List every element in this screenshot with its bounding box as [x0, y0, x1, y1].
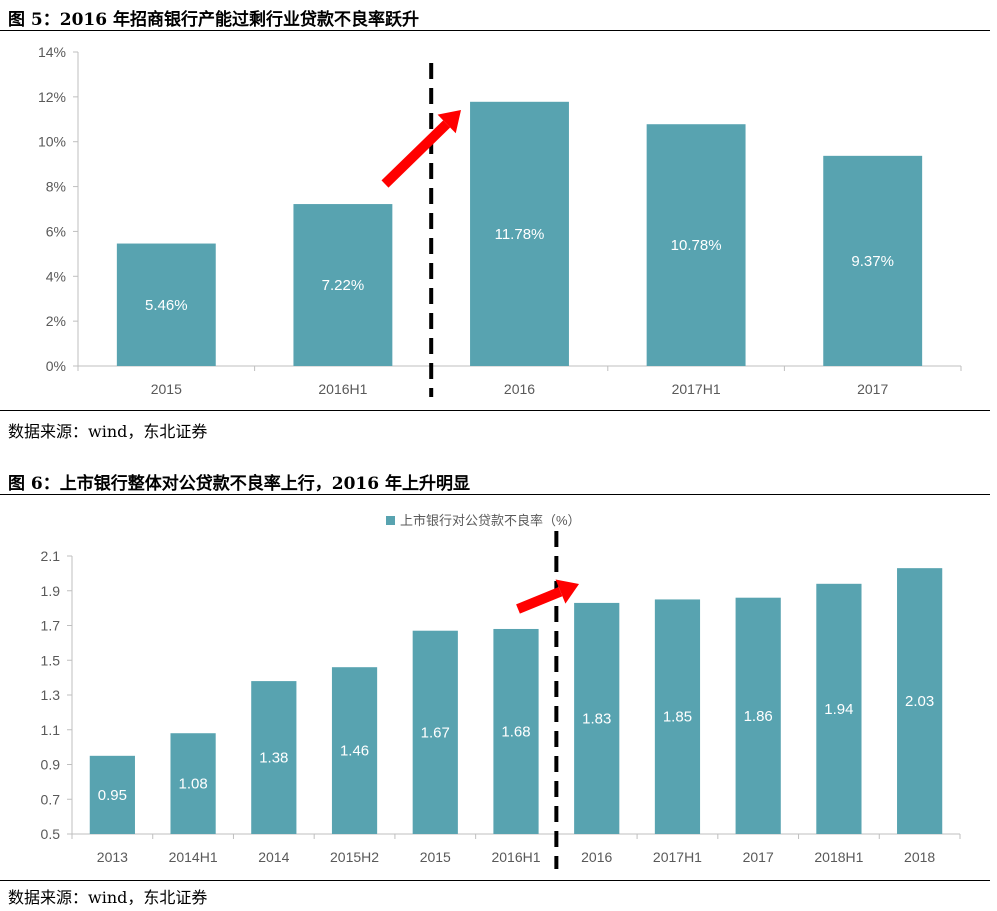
figure-5-title: 图 5：2016 年招商银行产能过剩行业贷款不良率跃升	[8, 10, 419, 30]
y-tick-label: 1.1	[41, 722, 61, 738]
figure-6-top-rule	[0, 494, 990, 495]
bar-value-label: 5.46%	[145, 297, 188, 314]
y-tick-label: 0.5	[41, 826, 61, 842]
legend-swatch	[386, 516, 395, 525]
x-category-label: 2016	[504, 381, 535, 397]
y-tick-label: 4%	[46, 268, 66, 284]
bar-value-label: 1.86	[744, 708, 773, 725]
y-tick-label: 0%	[46, 358, 66, 374]
bar	[493, 628, 539, 834]
x-category-label: 2017	[857, 381, 888, 397]
bar-value-label: 1.46	[340, 743, 369, 760]
bar	[89, 755, 135, 834]
bar-value-label: 1.38	[259, 750, 288, 767]
bar	[574, 602, 620, 834]
bar-value-label: 9.37%	[851, 253, 894, 270]
y-tick-label: 0.9	[41, 757, 61, 773]
y-tick-label: 14%	[38, 44, 66, 60]
y-tick-label: 10%	[38, 134, 66, 150]
x-category-label: 2016	[581, 849, 612, 865]
bar-value-label: 1.85	[663, 709, 692, 726]
x-category-label: 2016H1	[491, 849, 540, 865]
x-category-label: 2013	[97, 849, 128, 865]
figure-5-bottom-rule	[0, 410, 990, 411]
trend-arrow-shaft	[381, 120, 451, 188]
bar	[735, 597, 781, 834]
bar	[816, 583, 862, 834]
x-category-label: 2018H1	[814, 849, 863, 865]
y-tick-label: 0.7	[41, 791, 61, 807]
bar-value-label: 1.94	[824, 701, 853, 718]
y-tick-label: 8%	[46, 179, 66, 195]
bar-value-label: 2.03	[905, 693, 934, 710]
x-category-label: 2015	[151, 381, 182, 397]
bar	[251, 681, 297, 834]
figure-5-source: 数据来源：wind，东北证券	[8, 422, 208, 441]
bar	[293, 204, 393, 366]
x-category-label: 2018	[904, 849, 935, 865]
bar	[646, 124, 746, 366]
y-tick-label: 1.7	[41, 618, 61, 634]
bar	[823, 155, 923, 366]
figure-6-chart: 0.5 0.7 0.9 1.1 1.3 1.5 1.7 1.9 2.1 0.95 2013 1.08 2…	[41, 513, 961, 869]
y-tick-label: 6%	[46, 223, 66, 239]
figure-6-source: 数据来源：wind，东北证券	[8, 888, 208, 907]
bar	[654, 599, 701, 834]
trend-arrow-head	[437, 110, 461, 134]
bar-value-label: 1.67	[421, 724, 450, 741]
bar	[897, 568, 943, 834]
x-category-label: 2017	[743, 849, 774, 865]
x-category-label: 2017H1	[672, 381, 721, 397]
x-category-label: 2017H1	[653, 849, 702, 865]
legend-label: 上市银行对公贷款不良率（%）	[400, 513, 581, 528]
figure-5-chart: 0% 2% 4% 6% 8% 10% 12% 14% 5.46% 2015 7.22% 2016H1 1…	[38, 44, 962, 397]
bar	[412, 630, 458, 834]
trend-arrow-shaft	[516, 586, 563, 614]
bar-value-label: 1.08	[178, 776, 207, 793]
trend-arrow-head	[555, 579, 579, 604]
bar-value-label: 0.95	[98, 787, 127, 804]
bar	[116, 243, 216, 366]
y-tick-label: 1.9	[41, 583, 61, 599]
bar-value-label: 7.22%	[322, 277, 365, 294]
figure-5-top-rule	[0, 30, 990, 31]
x-category-label: 2016H1	[318, 381, 367, 397]
y-tick-label: 1.3	[41, 687, 61, 703]
bar	[470, 101, 569, 366]
bar	[331, 667, 378, 834]
y-tick-label: 2%	[46, 313, 66, 329]
x-category-label: 2015H2	[330, 849, 379, 865]
x-category-label: 2015	[420, 849, 451, 865]
bar-value-label: 1.68	[501, 723, 530, 740]
figure-6-bottom-rule	[0, 880, 990, 881]
y-tick-label: 1.5	[41, 652, 61, 668]
y-tick-label: 2.1	[41, 548, 61, 564]
x-category-label: 2014H1	[169, 849, 218, 865]
x-category-label: 2014	[258, 849, 289, 865]
figure-6-title: 图 6：上市银行整体对公贷款不良率上行，2016 年上升明显	[8, 474, 470, 494]
bar	[170, 733, 216, 834]
y-tick-label: 12%	[38, 89, 66, 105]
bar-value-label: 10.78%	[671, 237, 722, 254]
bar-value-label: 1.83	[582, 710, 611, 727]
bar-value-label: 11.78%	[495, 226, 545, 243]
